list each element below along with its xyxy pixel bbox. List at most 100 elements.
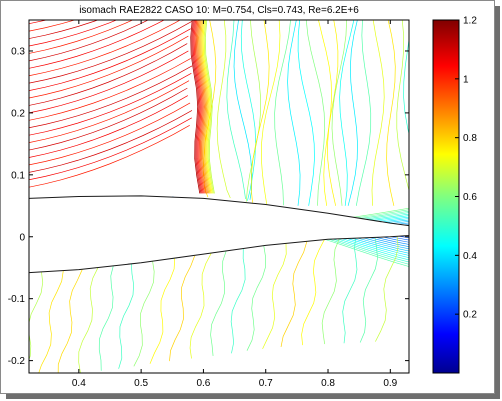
airfoil-shape [29,195,409,274]
colorbar-tick-label: 0.6 [463,192,477,203]
contour-line [169,255,195,362]
contour-line [203,20,214,194]
contour-line [133,260,155,367]
contour-line [189,253,212,359]
contour-line [38,270,64,373]
contour-line [29,43,188,106]
contour-line [301,239,325,346]
colorbar-tick-label: 1.2 [463,16,477,27]
frame-shadow-bottom [6,394,500,399]
contour-line [305,20,326,206]
contour-line [29,271,44,361]
contour-line [195,20,206,194]
y-tick-label: 0 [19,232,25,243]
colorbar-tick-label: 1 [463,74,469,85]
contour-line [29,20,99,39]
contour-line [216,20,231,199]
y-tick-label: 0.3 [11,46,25,57]
contour-line [29,20,181,77]
contour-line [246,245,267,351]
chart-title: isomach RAE2822 CASO 10: M=0.754, Cls=0.… [79,5,359,16]
x-tick-label: 0.4 [72,378,86,389]
contour-line [347,20,358,206]
contour-line [190,20,201,194]
contour-line [260,20,281,205]
contour-line [29,58,191,121]
frame-shadow-right [495,6,500,399]
x-tick-label: 0.6 [196,378,210,389]
contour-line [274,20,291,206]
x-tick-label: 0.9 [383,378,397,389]
contour-line [193,20,204,194]
contour-line [204,20,215,194]
contour-line [342,237,358,344]
colorbar-tick-label: 0.2 [463,310,477,321]
contour-line [29,65,193,129]
contour-line [194,20,205,194]
x-tick-label: 0.5 [134,378,148,389]
contour-line [199,20,210,194]
contour-line [191,20,202,194]
contour-line [280,241,308,348]
contour-line [240,20,257,201]
contour-line [29,72,192,136]
contour-line [78,267,99,373]
contour-line [57,269,83,373]
contour-line [29,20,149,62]
contour-line [202,20,213,194]
contour-line [29,20,165,69]
contour-line [29,20,134,54]
contour-line [339,20,355,206]
contour-line [29,50,189,114]
plot-axes-box [28,19,410,374]
colorbar-tick-label: 0.8 [463,133,477,144]
contour-line [386,20,396,206]
contour-line [331,20,347,206]
contour-line [371,20,385,206]
contour-line [375,236,399,342]
contour-line [29,0,189,1]
contour-line [250,20,270,203]
colorbar [432,19,460,374]
colorbar-ticks: 0.2 0.4 0.6 0.8 1 1.2 [455,16,477,321]
contour-line [29,20,193,84]
contour-line [233,20,253,200]
contour-line [29,110,193,173]
y-tick-label: -0.1 [8,294,26,305]
contour-line [29,102,191,166]
contour-line [29,87,188,151]
contour-line [98,265,114,371]
contour-line [321,238,340,345]
contour-line [29,35,189,99]
contour-line [359,237,378,343]
contour-line [262,243,287,349]
contour-line [29,28,191,91]
y-axis-ticks: -0.2 -0.1 0 0.1 0.2 0.3 [8,46,409,367]
contour-line [198,20,209,194]
contour-line [230,248,246,354]
contour-line [318,20,332,206]
colorbar-tick-label: 0.4 [463,251,477,262]
contour-line [29,95,189,158]
contour-line [200,20,211,194]
contour-line [29,117,192,181]
contour-line [355,20,372,206]
y-tick-label: 0.1 [11,170,25,181]
contour-line [149,258,176,364]
contour-line [245,20,261,202]
x-tick-label: 0.7 [259,378,273,389]
contour-line [118,263,134,369]
contour-line [29,80,190,143]
contour-line [201,20,212,194]
contour-line [287,20,301,206]
contour-line [192,20,203,194]
x-axis-ticks: 0.4 0.5 0.6 0.7 0.8 0.9 [72,20,398,389]
x-tick-label: 0.8 [321,378,335,389]
contour-line [327,20,339,206]
contour-line [29,20,76,32]
contour-line [29,20,118,47]
contour-line [226,20,246,200]
y-tick-label: -0.2 [8,356,26,367]
y-tick-label: 0.2 [11,108,25,119]
